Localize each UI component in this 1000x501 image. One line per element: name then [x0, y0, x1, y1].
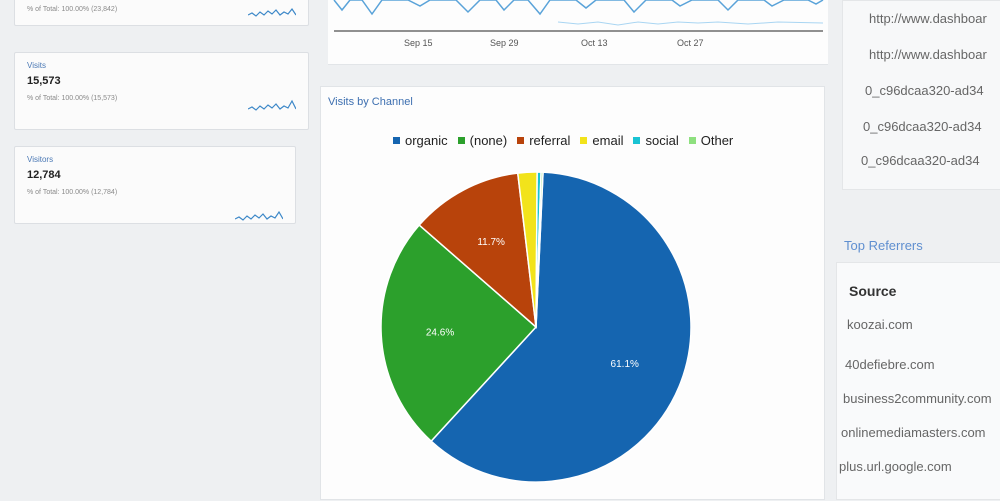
slice-data-label: 61.1% [611, 359, 639, 370]
top-referrers-title[interactable]: Top Referrers [844, 238, 923, 253]
legend-label: referral [529, 133, 571, 148]
url-item[interactable]: 0_c96dcaa320-ad34 [865, 83, 984, 98]
visits-timeseries-chart: Sep 15 Sep 29 Oct 13 Oct 27 [328, 0, 828, 65]
legend-swatch [633, 137, 641, 144]
stat-card-label: Visitors [27, 155, 54, 164]
stat-card-subtext: % of Total: 100.00% (15,573) [27, 95, 118, 102]
chart-legend: organic (none) referral email social Other [393, 133, 733, 148]
pie-slice-organic[interactable] [430, 171, 692, 483]
left-column: % of Total: 100.00% (23,842) Visits 15,5… [0, 0, 320, 500]
url-item[interactable]: http://www.dashboar [869, 11, 987, 26]
right-column: http://www.dashboar http://www.dashboar … [830, 0, 1000, 500]
referrer-item[interactable]: onlinemediamasters.com [841, 425, 986, 440]
x-tick-label: Oct 27 [677, 38, 704, 48]
legend-label: organic [405, 133, 448, 148]
legend-swatch [457, 137, 465, 144]
pie-chart: 61.1% 24.6% 11.7% [380, 171, 692, 483]
slice-data-label: 24.6% [426, 327, 454, 338]
legend-label: social [645, 133, 679, 148]
legend-item-email[interactable]: email [580, 133, 623, 148]
stat-card-subtext: % of Total: 100.00% (12,784) [27, 189, 118, 196]
referrer-item[interactable]: 40defiebre.com [845, 357, 935, 372]
stat-card-label: Visits [27, 61, 46, 70]
slice-data-label: 11.7% [477, 237, 505, 248]
stat-card-value: 15,573 [27, 75, 61, 87]
stat-card-subtext: % of Total: 100.00% (23,842) [27, 6, 118, 13]
legend-label: (none) [469, 133, 508, 148]
visits-by-channel-panel: Visits by Channel organic (none) referral e… [320, 86, 825, 500]
sparkline-icon [248, 99, 296, 111]
legend-item-referral[interactable]: referral [517, 133, 570, 148]
referrer-item[interactable]: koozai.com [847, 317, 913, 332]
legend-swatch [688, 137, 696, 144]
x-tick-label: Oct 13 [581, 38, 608, 48]
stat-card-visitors[interactable]: Visitors 12,784 % of Total: 100.00% (12,… [14, 146, 296, 224]
stat-card-1[interactable]: % of Total: 100.00% (23,842) [14, 0, 309, 26]
url-item[interactable]: 0_c96dcaa320-ad34 [863, 119, 982, 134]
stat-card-visits[interactable]: Visits 15,573 % of Total: 100.00% (15,57… [14, 52, 309, 130]
referrer-item[interactable]: business2community.com [843, 391, 992, 406]
timeseries-line [333, 0, 824, 32]
pie-slice-referral[interactable] [418, 172, 537, 329]
pie-slice-none[interactable] [380, 224, 538, 443]
sparkline-icon [248, 7, 296, 17]
url-item[interactable]: http://www.dashboar [869, 47, 987, 62]
legend-item-none[interactable]: (none) [457, 133, 508, 148]
legend-label: email [592, 133, 624, 148]
legend-label: Other [700, 133, 734, 148]
panel-title: Visits by Channel [328, 96, 413, 108]
top-referrers-table: Source koozai.com 40defiebre.com busines… [836, 262, 1000, 500]
x-tick-label: Sep 29 [490, 38, 519, 48]
x-tick-label: Sep 15 [404, 38, 433, 48]
referrer-item[interactable]: plus.url.google.com [839, 459, 952, 474]
pie-slice-other[interactable] [535, 171, 544, 328]
url-item[interactable]: 0_c96dcaa320-ad34 [861, 153, 980, 168]
url-list: http://www.dashboar http://www.dashboar … [842, 0, 1000, 190]
legend-swatch [580, 137, 588, 144]
stat-card-value: 12,784 [27, 169, 61, 181]
legend-item-other[interactable]: Other [688, 133, 734, 148]
legend-swatch [393, 137, 400, 144]
sparkline-icon [235, 210, 283, 221]
source-column-header[interactable]: Source [849, 283, 897, 299]
legend-item-social[interactable]: social [633, 133, 679, 148]
legend-swatch [517, 137, 525, 144]
legend-item-organic[interactable]: organic [393, 133, 448, 148]
